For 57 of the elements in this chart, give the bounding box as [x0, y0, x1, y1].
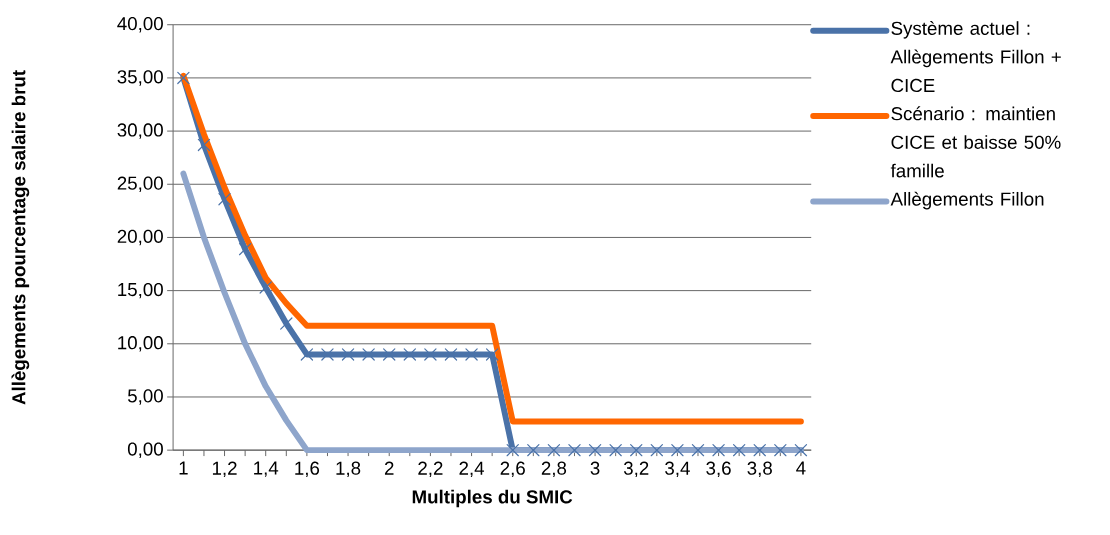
point	[568, 443, 581, 457]
point	[794, 443, 808, 457]
y-tick-label: 25,00	[117, 176, 163, 192]
point	[753, 443, 766, 457]
y-tick-label: 40,00	[117, 16, 163, 33]
y-tick-label: 20,00	[117, 229, 163, 246]
point	[650, 443, 664, 457]
x-tick-label: 1,2	[212, 461, 237, 477]
x-tick-label: 3,8	[747, 461, 772, 477]
y-tick-label: 15,00	[118, 282, 163, 299]
legend-label: Système actuel : Allègements Fillon + CICE	[890, 20, 1061, 92]
point	[691, 443, 705, 457]
x-tick-label: 1,4	[254, 461, 279, 477]
x-tick-label: 3,4	[665, 461, 690, 477]
point	[732, 443, 746, 457]
point	[485, 348, 499, 361]
point	[609, 443, 622, 457]
point	[547, 443, 561, 457]
x-tick-label: 2,2	[418, 461, 443, 477]
point	[403, 348, 416, 361]
point	[527, 443, 540, 457]
point	[197, 138, 211, 151]
y-tick-label: 30,00	[117, 123, 163, 139]
point	[671, 443, 684, 457]
point	[424, 348, 437, 361]
x-tick-label: 2	[384, 461, 394, 475]
x-tick-label: 2,4	[459, 461, 485, 477]
y-tick-label: 5,00	[127, 389, 163, 405]
x-tick-label: 2,6	[500, 461, 525, 477]
y-tick-label: 0,00	[127, 442, 163, 458]
point	[321, 348, 334, 361]
point	[444, 348, 458, 361]
x-tick-label: 2,8	[541, 461, 567, 477]
point	[218, 192, 231, 206]
point	[362, 348, 375, 361]
point	[383, 348, 396, 361]
point	[588, 443, 602, 457]
x-tick-label: 4	[796, 461, 806, 475]
x-tick-label: 3,6	[706, 461, 731, 477]
legend-label: Allègements Fillon	[890, 191, 1044, 210]
point	[630, 443, 643, 457]
y-tick-label: 35,00	[117, 70, 163, 86]
point	[712, 443, 725, 457]
point	[341, 348, 355, 361]
point	[774, 443, 787, 457]
point	[506, 443, 519, 457]
x-tick-label: 1,8	[336, 461, 361, 477]
y-axis-title: Allègements pourcentage salaire brut	[11, 70, 30, 405]
x-tick-label: 3,2	[623, 461, 649, 477]
point	[177, 71, 190, 84]
y-tick-label: 10,00	[118, 335, 163, 352]
point	[465, 348, 478, 361]
x-tick-label: 1,6	[295, 461, 320, 477]
x-tick-label: 1	[179, 461, 188, 475]
legend-label: Scénario : maintien CICE et baisse 50% famille	[890, 106, 1061, 178]
x-tick-label: 3	[590, 461, 600, 475]
x-axis-title: Multiples du SMIC	[412, 489, 573, 508]
